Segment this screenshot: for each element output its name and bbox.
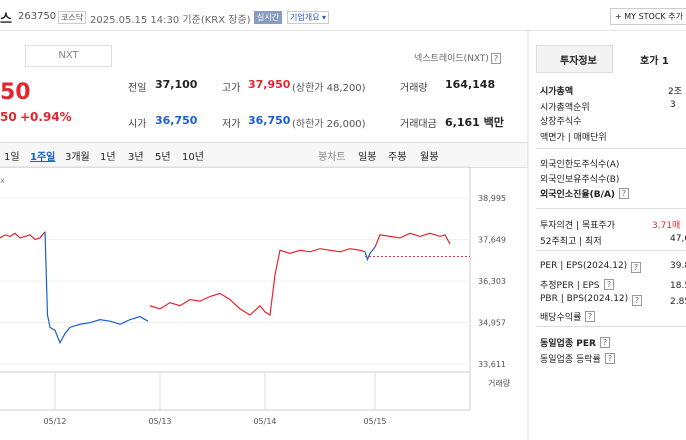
unit-label: x (0, 176, 5, 185)
side-label: 외국인보유주식수(B) (540, 175, 620, 185)
side-value: 3.71매 (652, 221, 681, 231)
stock-code: 263750 (18, 11, 57, 22)
market-badge: 코스닥 (58, 11, 87, 24)
side-label: 투자의견 | 목표주가 (540, 221, 615, 231)
realtime[interactable]: 실시간 (254, 11, 283, 24)
side-tab[interactable]: 호가 1 (640, 56, 669, 67)
stat-value: 36,750 (155, 114, 198, 127)
period-tab[interactable]: 1일 (4, 152, 20, 163)
stat-label: 거래대금 (400, 119, 437, 130)
help-icon[interactable]: ? (604, 279, 614, 290)
stat-label: 거래량 (400, 83, 428, 94)
stat-label: 고가 (222, 83, 241, 94)
side-label: 동일업종 등락률 (540, 355, 601, 365)
side-value: 47,6 (670, 234, 686, 244)
chart: x 거래량 38,995 37,649 36,303 34,957 33,611 05/1… (0, 30, 529, 440)
separator (536, 148, 686, 149)
side-label: 시가총액 (540, 87, 574, 97)
separator (536, 208, 686, 209)
period-tab[interactable]: 10년 (182, 152, 204, 163)
side-label: 액면가 | 매매단위 (540, 133, 607, 143)
price-rate: +0.94% (20, 110, 72, 124)
price-change: 50 (0, 110, 17, 124)
help-icon[interactable]: ? (619, 188, 629, 199)
side-value: 2.85배 (670, 297, 686, 307)
separator (536, 250, 686, 251)
side-label: 시가총액순위 (540, 103, 590, 113)
chart-type-tab[interactable]: 일봉 (358, 152, 377, 163)
stat-note: (상한가 48,200) (292, 83, 366, 94)
stat-note: (하한가 26,000) (292, 119, 366, 130)
x-tick-label: 05/14 (253, 417, 276, 426)
help-icon[interactable]: ? (632, 295, 642, 306)
y-tick-label: 37,649 (478, 236, 506, 245)
chart-type-tab[interactable]: 주봉 (388, 152, 407, 163)
stat-value: 37,100 (155, 78, 198, 91)
side-value: 18.59배 (670, 281, 686, 291)
side-tab[interactable]: 투자정보 (560, 56, 597, 67)
stat-value: 164,148 (445, 78, 496, 91)
side-label: 상장주식수 (540, 117, 582, 127)
separator (536, 326, 686, 327)
time: 2025.05.15 14:30 기준(KRX 장중) (90, 15, 251, 26)
x-tick-label: 05/12 (43, 417, 66, 426)
y-tick-label: 33,611 (478, 360, 506, 369)
help-icon[interactable]: ? (605, 353, 615, 364)
period-tab[interactable]: 1주일 (30, 152, 56, 163)
side-value: 2조 (668, 87, 683, 97)
period-tab[interactable]: 1년 (100, 152, 116, 163)
stock-name: 스 (0, 12, 12, 27)
top-bar (0, 0, 686, 31)
chart-type-tab[interactable]: 월봉 (420, 152, 439, 163)
mystock-button[interactable]: + MY STOCK 추가 (610, 8, 686, 25)
period-tab[interactable]: 3개월 (65, 152, 90, 163)
period-tab[interactable]: 5년 (155, 152, 171, 163)
side-label: 52주최고 | 최저 (540, 237, 602, 247)
stat-label: 전일 (128, 83, 147, 94)
nxt-link-text: 넥스트레이드(NXT) (414, 54, 489, 64)
period-tab[interactable]: 3년 (128, 152, 144, 163)
stat-label: 시가 (128, 119, 147, 130)
x-tick-label: 05/15 (363, 417, 386, 426)
side-tab-bg (536, 45, 613, 73)
side-label: 외국인한도주식수(A) (540, 160, 620, 170)
price-now: 50 (0, 80, 31, 105)
nxt-tab[interactable]: NXT (25, 45, 112, 67)
side-label: 외국인소진율(B/A) (540, 190, 616, 200)
x-tick-label: 05/13 (148, 417, 171, 426)
chart-type-tab[interactable]: 봉차트 (318, 152, 346, 163)
side-value: 3 (670, 100, 676, 110)
nxt-link[interactable]: 넥스트레이드(NXT)? (414, 51, 501, 64)
side-label: PER | EPS(2024.12) (540, 261, 628, 271)
side-label: 동일업종 PER (540, 339, 596, 349)
side-label: 추정PER | EPS (540, 281, 600, 291)
y-tick-label: 34,957 (478, 319, 506, 328)
overview[interactable]: 기업개요 ▾ (287, 11, 329, 24)
side-value: 39.8 (670, 261, 686, 271)
stat-label: 저가 (222, 119, 241, 130)
stat-value: 6,161 백만 (445, 116, 504, 129)
stat-value: 36,750 (248, 114, 291, 127)
y-tick-label: 38,995 (478, 194, 506, 203)
volume-label: 거래량 (488, 378, 511, 388)
help-icon[interactable]: ? (600, 337, 610, 348)
help-icon[interactable]: ? (585, 311, 595, 322)
price-line (44, 231, 376, 345)
y-tick-label: 36,303 (478, 277, 506, 286)
price-line (0, 231, 451, 317)
side-label: PBR | BPS(2024.12) (540, 294, 629, 304)
help-icon[interactable]: ? (631, 262, 641, 273)
stat-value: 37,950 (248, 78, 291, 91)
side-label: 배당수익률 (540, 313, 582, 323)
